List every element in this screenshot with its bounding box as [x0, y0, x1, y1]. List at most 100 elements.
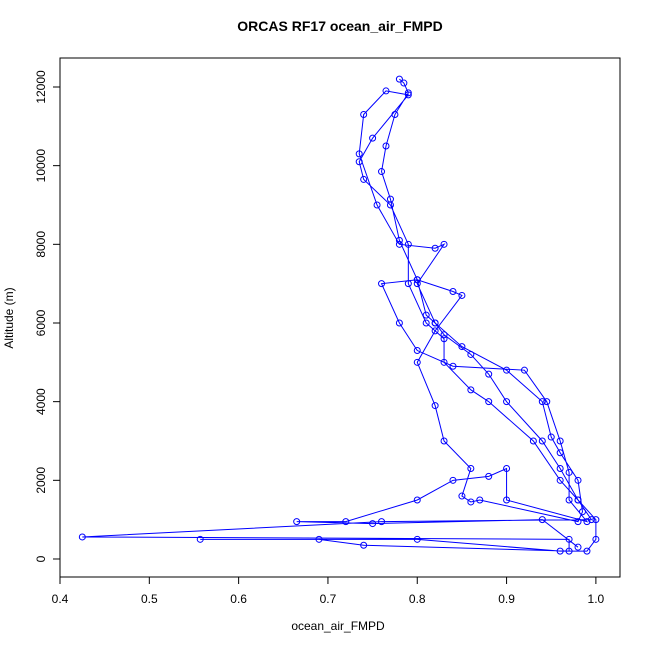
x-axis-label: ocean_air_FMPD [291, 619, 385, 633]
x-tick-label: 0.9 [498, 592, 515, 606]
y-tick-label: 12000 [34, 70, 48, 104]
data-point [503, 398, 511, 406]
x-tick-label: 0.4 [52, 592, 69, 606]
y-tick-label: 8000 [34, 231, 48, 258]
data-point [503, 366, 511, 374]
data-point [543, 398, 551, 406]
data-point [395, 75, 403, 83]
x-tick-label: 1.0 [588, 592, 605, 606]
data-point [556, 437, 564, 445]
data-point [503, 496, 511, 504]
data-point [440, 331, 448, 339]
data-point [422, 319, 430, 327]
data-point [400, 79, 408, 87]
data-point [293, 518, 301, 526]
data-point [413, 276, 421, 284]
data-point [360, 111, 368, 119]
data-point [467, 465, 475, 473]
data-point [565, 547, 573, 555]
data-point [431, 327, 439, 335]
x-tick-label: 0.7 [320, 592, 337, 606]
data-point [485, 398, 493, 406]
data-point [342, 518, 350, 526]
data-point [485, 370, 493, 378]
data-point [556, 465, 564, 473]
data-point [196, 535, 204, 543]
data-point [315, 535, 323, 543]
y-tick-label: 0 [34, 555, 48, 562]
data-point [574, 518, 582, 526]
data-point [538, 437, 546, 445]
x-tick-label: 0.5 [141, 592, 158, 606]
data-point [431, 402, 439, 410]
data-point [529, 437, 537, 445]
data-point [413, 347, 421, 355]
data-point [503, 465, 511, 473]
data-point [485, 472, 493, 480]
data-point [449, 362, 457, 370]
data-point [422, 311, 430, 319]
data-point [369, 520, 377, 528]
data-point [440, 335, 448, 343]
data-point [404, 89, 412, 97]
data-point [395, 319, 403, 327]
data-point [583, 518, 591, 526]
data-point [404, 240, 412, 248]
data-point [449, 288, 457, 296]
data-point [565, 496, 573, 504]
data-point [78, 533, 86, 541]
chart-title: ORCAS RF17 ocean_air_FMPD [237, 18, 442, 34]
data-point [395, 236, 403, 244]
data-point [440, 437, 448, 445]
data-point [391, 111, 399, 119]
data-point [565, 535, 573, 543]
data-point [538, 516, 546, 524]
data-point [378, 168, 386, 176]
data-point [355, 150, 363, 158]
data-point [369, 134, 377, 142]
data-point [547, 433, 555, 441]
y-axis-label: Altitude (m) [2, 287, 16, 348]
y-tick-label: 10000 [34, 149, 48, 183]
data-point [395, 240, 403, 248]
x-tick-label: 0.8 [409, 592, 426, 606]
data-point [538, 398, 546, 406]
data-point [431, 319, 439, 327]
data-point [565, 468, 573, 476]
data-point [467, 350, 475, 358]
data-point [467, 386, 475, 394]
y-tick-label: 2000 [34, 467, 48, 494]
data-point [431, 244, 439, 252]
data-point [578, 508, 586, 516]
data-point [404, 91, 412, 99]
data-point [355, 158, 363, 166]
data-point [404, 280, 412, 288]
data-point [360, 175, 368, 183]
data-point [574, 476, 582, 484]
data-point [413, 358, 421, 366]
data-point [413, 535, 421, 543]
data-point [458, 291, 466, 299]
data-point [413, 280, 421, 288]
data-point [449, 476, 457, 484]
data-point [583, 547, 591, 555]
data-point [574, 496, 582, 504]
data-point [467, 498, 475, 506]
x-tick-label: 0.6 [230, 592, 247, 606]
data-point [556, 476, 564, 484]
data-point [378, 280, 386, 288]
data-point [520, 366, 528, 374]
data-point [386, 201, 394, 209]
data-point [476, 496, 484, 504]
data-point [440, 358, 448, 366]
data-point [592, 535, 600, 543]
data-point [587, 516, 595, 524]
data-point [556, 547, 564, 555]
data-point [440, 240, 448, 248]
data-point [378, 518, 386, 526]
y-tick-label: 6000 [34, 309, 48, 336]
data-point [382, 142, 390, 150]
data-point [556, 449, 564, 457]
